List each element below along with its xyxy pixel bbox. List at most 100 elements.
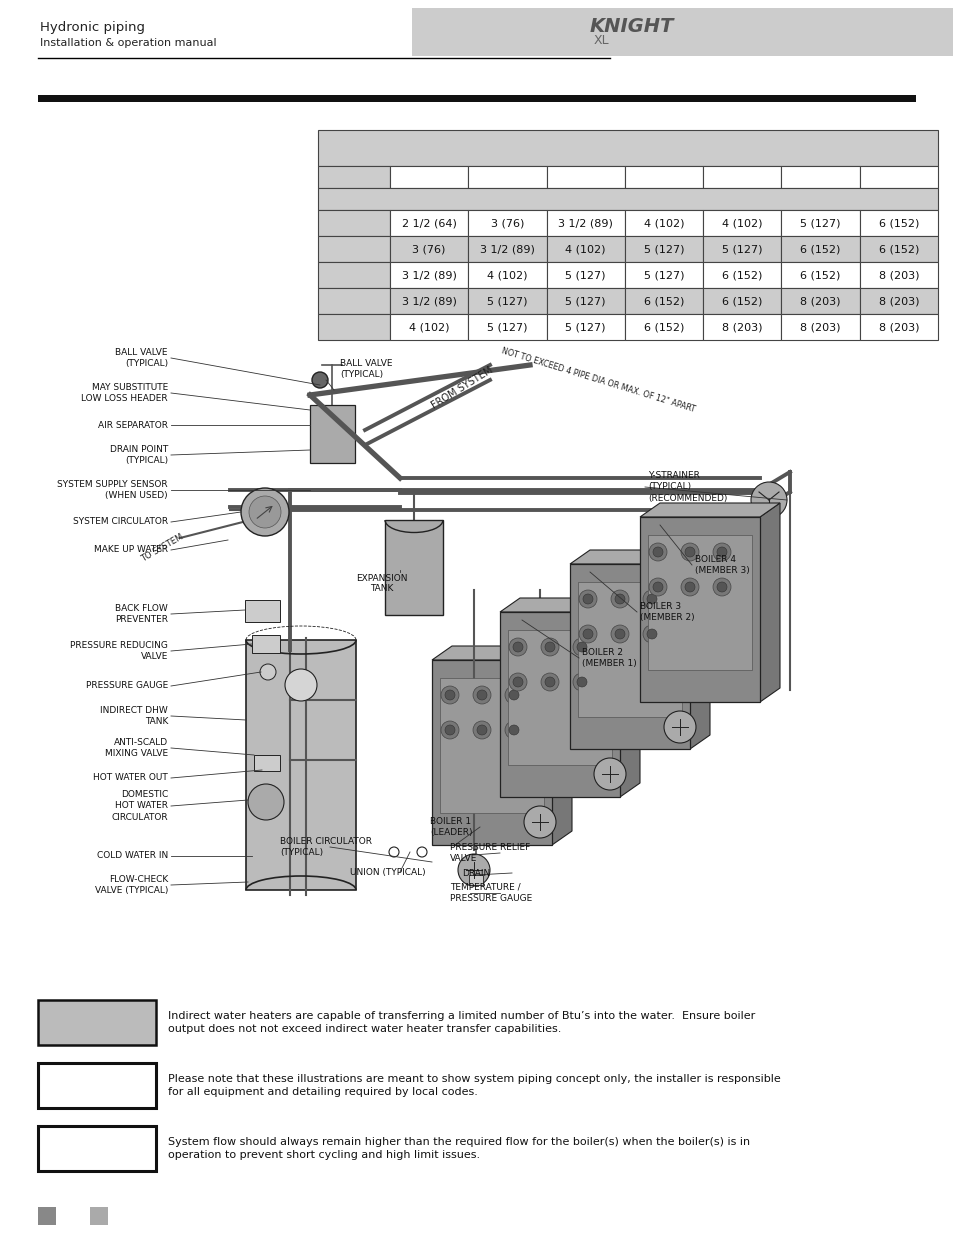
Text: KNIGHT: KNIGHT bbox=[589, 16, 674, 36]
Circle shape bbox=[750, 482, 786, 517]
Bar bbox=[499, 613, 619, 797]
Text: DOMESTIC
HOT WATER
CIRCULATOR: DOMESTIC HOT WATER CIRCULATOR bbox=[112, 790, 168, 821]
Circle shape bbox=[440, 685, 458, 704]
Circle shape bbox=[504, 685, 522, 704]
Text: Hydronic piping: Hydronic piping bbox=[40, 21, 145, 33]
Bar bbox=[317, 165, 390, 188]
Text: 6 (152): 6 (152) bbox=[878, 245, 918, 254]
Bar bbox=[624, 314, 702, 340]
Text: 3 (76): 3 (76) bbox=[412, 245, 445, 254]
Circle shape bbox=[652, 547, 662, 557]
Circle shape bbox=[540, 638, 558, 656]
Circle shape bbox=[578, 590, 597, 608]
Circle shape bbox=[648, 543, 666, 561]
Circle shape bbox=[540, 673, 558, 692]
Bar bbox=[317, 210, 390, 236]
Circle shape bbox=[544, 642, 555, 652]
Text: 8 (203): 8 (203) bbox=[878, 322, 918, 332]
Bar bbox=[38, 1000, 156, 1045]
Bar bbox=[859, 262, 937, 288]
Bar bbox=[468, 236, 546, 262]
Bar bbox=[624, 236, 702, 262]
Bar bbox=[432, 659, 552, 845]
Bar bbox=[317, 262, 390, 288]
Bar bbox=[468, 288, 546, 314]
Bar bbox=[38, 95, 915, 103]
Text: PRESSURE REDUCING
VALVE: PRESSURE REDUCING VALVE bbox=[71, 641, 168, 661]
Bar bbox=[246, 640, 355, 890]
Bar bbox=[859, 210, 937, 236]
Text: 3 1/2 (89): 3 1/2 (89) bbox=[401, 296, 456, 306]
Circle shape bbox=[684, 547, 695, 557]
Bar bbox=[702, 165, 781, 188]
Text: 8 (203): 8 (203) bbox=[800, 322, 840, 332]
Circle shape bbox=[573, 638, 590, 656]
Text: 5 (127): 5 (127) bbox=[487, 296, 527, 306]
Circle shape bbox=[509, 690, 518, 700]
Circle shape bbox=[509, 638, 526, 656]
Bar bbox=[468, 210, 546, 236]
Bar bbox=[507, 630, 612, 764]
Circle shape bbox=[577, 677, 586, 687]
Circle shape bbox=[578, 625, 597, 643]
Bar bbox=[469, 876, 482, 885]
Bar bbox=[90, 1207, 108, 1225]
Text: 4 (102): 4 (102) bbox=[721, 219, 761, 228]
Text: System flow should always remain higher than the required flow for the boiler(s): System flow should always remain higher … bbox=[168, 1137, 749, 1160]
Polygon shape bbox=[499, 598, 639, 613]
Circle shape bbox=[594, 758, 625, 790]
Text: 6 (152): 6 (152) bbox=[721, 270, 761, 280]
Circle shape bbox=[646, 629, 657, 638]
Text: 4 (102): 4 (102) bbox=[643, 219, 683, 228]
Bar bbox=[468, 165, 546, 188]
Text: TO SYSTEM: TO SYSTEM bbox=[140, 532, 185, 563]
Bar bbox=[317, 288, 390, 314]
Text: Installation & operation manual: Installation & operation manual bbox=[40, 38, 216, 48]
Text: 5 (127): 5 (127) bbox=[487, 322, 527, 332]
Circle shape bbox=[680, 543, 699, 561]
Bar bbox=[781, 210, 859, 236]
Polygon shape bbox=[552, 646, 572, 845]
Circle shape bbox=[416, 847, 427, 857]
Bar bbox=[624, 210, 702, 236]
Bar bbox=[647, 535, 751, 671]
Circle shape bbox=[457, 853, 490, 885]
Text: Indirect water heaters are capable of transferring a limited number of Btu’s int: Indirect water heaters are capable of tr… bbox=[168, 1011, 755, 1034]
Bar bbox=[546, 165, 624, 188]
Bar bbox=[781, 236, 859, 262]
Bar bbox=[702, 210, 781, 236]
Text: DRAIN POINT
(TYPICAL): DRAIN POINT (TYPICAL) bbox=[110, 445, 168, 466]
Text: 6 (152): 6 (152) bbox=[878, 219, 918, 228]
Text: 6 (152): 6 (152) bbox=[643, 322, 683, 332]
Bar bbox=[310, 405, 355, 463]
Text: BOILER CIRCULATOR
(TYPICAL): BOILER CIRCULATOR (TYPICAL) bbox=[280, 837, 372, 857]
Circle shape bbox=[577, 642, 586, 652]
Circle shape bbox=[476, 690, 486, 700]
Text: 6 (152): 6 (152) bbox=[721, 296, 761, 306]
Text: PRESSURE RELIEF
VALVE: PRESSURE RELIEF VALVE bbox=[450, 844, 530, 863]
Text: FROM SYSTEM: FROM SYSTEM bbox=[430, 366, 495, 411]
Text: 5 (127): 5 (127) bbox=[800, 219, 840, 228]
Bar bbox=[569, 564, 689, 748]
Bar bbox=[390, 314, 468, 340]
Bar bbox=[546, 262, 624, 288]
Circle shape bbox=[389, 847, 398, 857]
Circle shape bbox=[573, 673, 590, 692]
Text: 4 (102): 4 (102) bbox=[487, 270, 527, 280]
Circle shape bbox=[652, 582, 662, 592]
Circle shape bbox=[646, 594, 657, 604]
Circle shape bbox=[712, 543, 730, 561]
Bar bbox=[390, 288, 468, 314]
Bar bbox=[317, 236, 390, 262]
Bar bbox=[253, 755, 280, 771]
Bar bbox=[859, 288, 937, 314]
Circle shape bbox=[260, 664, 275, 680]
Circle shape bbox=[582, 594, 593, 604]
Bar bbox=[317, 130, 937, 165]
Bar bbox=[38, 1063, 156, 1108]
Bar bbox=[468, 314, 546, 340]
Circle shape bbox=[582, 629, 593, 638]
Text: 8 (203): 8 (203) bbox=[878, 296, 918, 306]
Bar bbox=[781, 165, 859, 188]
Text: BALL VALVE
(TYPICAL): BALL VALVE (TYPICAL) bbox=[339, 359, 392, 379]
